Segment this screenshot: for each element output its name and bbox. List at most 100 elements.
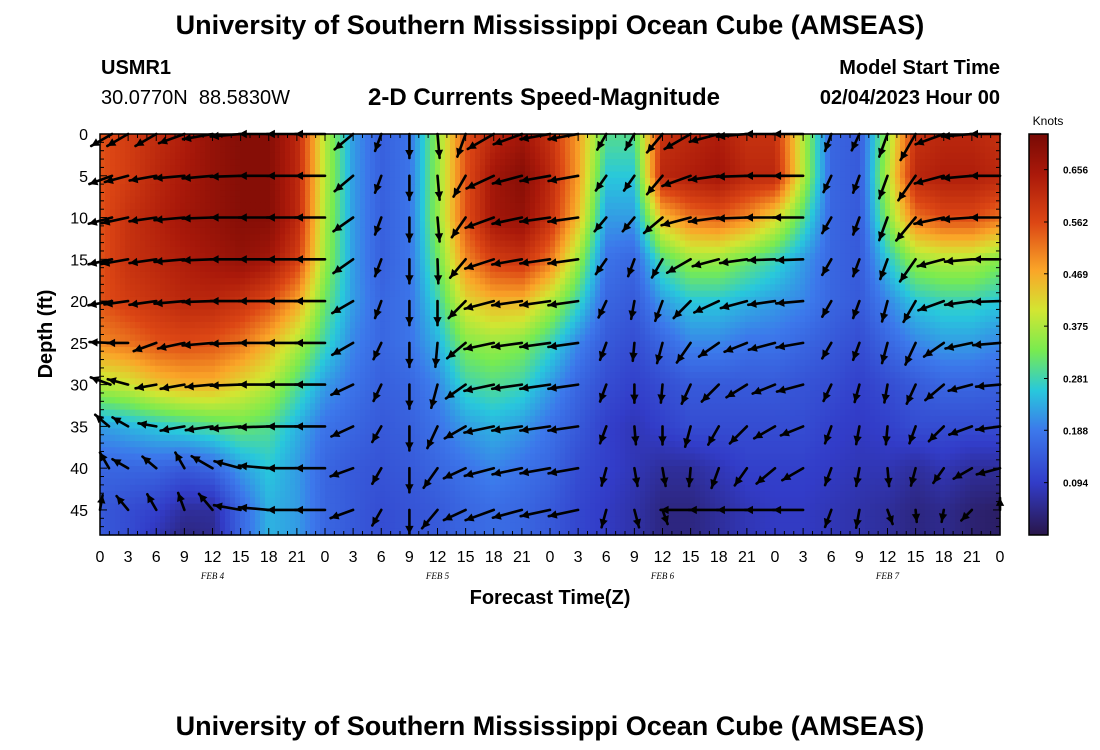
heat-cell (355, 196, 361, 204)
heat-cell (270, 271, 276, 279)
heat-cell (540, 140, 546, 148)
heat-cell (940, 140, 946, 148)
heat-cell (970, 165, 976, 173)
heat-cell (455, 234, 461, 242)
heat-cell (495, 234, 501, 242)
heat-cell (380, 152, 386, 160)
heat-cell (855, 296, 861, 304)
heat-cell (490, 253, 496, 260)
heat-cell (310, 165, 316, 173)
heat-cell (620, 171, 626, 179)
heat-cell (415, 271, 421, 279)
heat-cell (670, 246, 676, 254)
heat-cell (700, 184, 706, 191)
heat-cell (755, 265, 761, 273)
heat-cell (820, 246, 826, 254)
heat-cell (570, 296, 576, 304)
heat-cell (570, 234, 576, 242)
heat-cell (320, 202, 326, 210)
heat-cell (845, 290, 851, 298)
heat-cell (790, 196, 796, 204)
heat-cell (770, 278, 776, 285)
heat-cell (565, 140, 571, 148)
heat-cell (175, 303, 181, 311)
heat-cell (895, 159, 901, 166)
heat-cell (690, 196, 696, 204)
heat-cell (655, 221, 661, 229)
heat-cell (920, 202, 926, 210)
heat-cell (785, 140, 791, 148)
heat-cell (855, 271, 861, 279)
heat-cell (360, 159, 366, 166)
heat-cell (225, 177, 231, 185)
heat-cell (545, 146, 551, 154)
heat-cell (840, 253, 846, 260)
heat-cell (620, 278, 626, 285)
heat-cell (360, 227, 366, 235)
heat-cell (965, 190, 971, 198)
heat-cell (205, 240, 211, 248)
heat-cell (235, 177, 241, 185)
heat-cell (500, 221, 506, 229)
heat-cell (460, 159, 466, 166)
heat-cell (365, 240, 371, 248)
heat-cell (555, 184, 561, 191)
heat-cell (500, 296, 506, 304)
heat-cell (755, 140, 761, 148)
heat-cell (975, 240, 981, 248)
heat-cell (160, 184, 166, 191)
heat-cell (855, 290, 861, 298)
heat-cell (620, 159, 626, 166)
heat-cell (315, 259, 321, 267)
heat-cell (685, 165, 691, 173)
heat-cell (510, 265, 516, 273)
heat-cell (930, 227, 936, 235)
heat-cell (415, 140, 421, 148)
heat-cell (870, 152, 876, 160)
heat-cell (815, 159, 821, 166)
heat-cell (340, 152, 346, 160)
heat-cell (240, 202, 246, 210)
heat-cell (965, 196, 971, 204)
heat-cell (740, 278, 746, 285)
heat-cell (220, 184, 226, 191)
heat-cell (740, 227, 746, 235)
heat-cell (260, 271, 266, 279)
heat-cell (590, 152, 596, 160)
heat-cell (970, 253, 976, 260)
heat-cell (815, 296, 821, 304)
heat-cell (290, 227, 296, 235)
heat-cell (650, 177, 656, 185)
heat-cell (410, 177, 416, 185)
heat-cell (575, 177, 581, 185)
heat-cell (885, 246, 891, 254)
heat-cell (845, 146, 851, 154)
heat-cell (465, 159, 471, 166)
heat-cell (130, 227, 136, 235)
heat-cell (230, 246, 236, 254)
heat-cell (800, 290, 806, 298)
heat-cell (770, 152, 776, 160)
heat-cell (485, 259, 491, 267)
heat-cell (600, 265, 606, 273)
heat-cell (705, 265, 711, 273)
heat-cell (745, 177, 751, 185)
heat-cell (915, 152, 921, 160)
heat-cell (635, 209, 641, 217)
heat-cell (715, 196, 721, 204)
heat-cell (825, 215, 831, 223)
heat-cell (565, 265, 571, 273)
heat-cell (855, 246, 861, 254)
heat-cell (760, 271, 766, 279)
heat-cell (730, 165, 736, 173)
heat-cell (415, 303, 421, 311)
heat-cell (865, 284, 871, 292)
heat-cell (415, 284, 421, 292)
heat-cell (655, 146, 661, 154)
heat-cell (605, 171, 611, 179)
heat-cell (350, 265, 356, 273)
heat-cell (725, 184, 731, 191)
heat-cell (140, 271, 146, 279)
heat-cell (255, 284, 261, 292)
heat-cell (135, 202, 141, 210)
